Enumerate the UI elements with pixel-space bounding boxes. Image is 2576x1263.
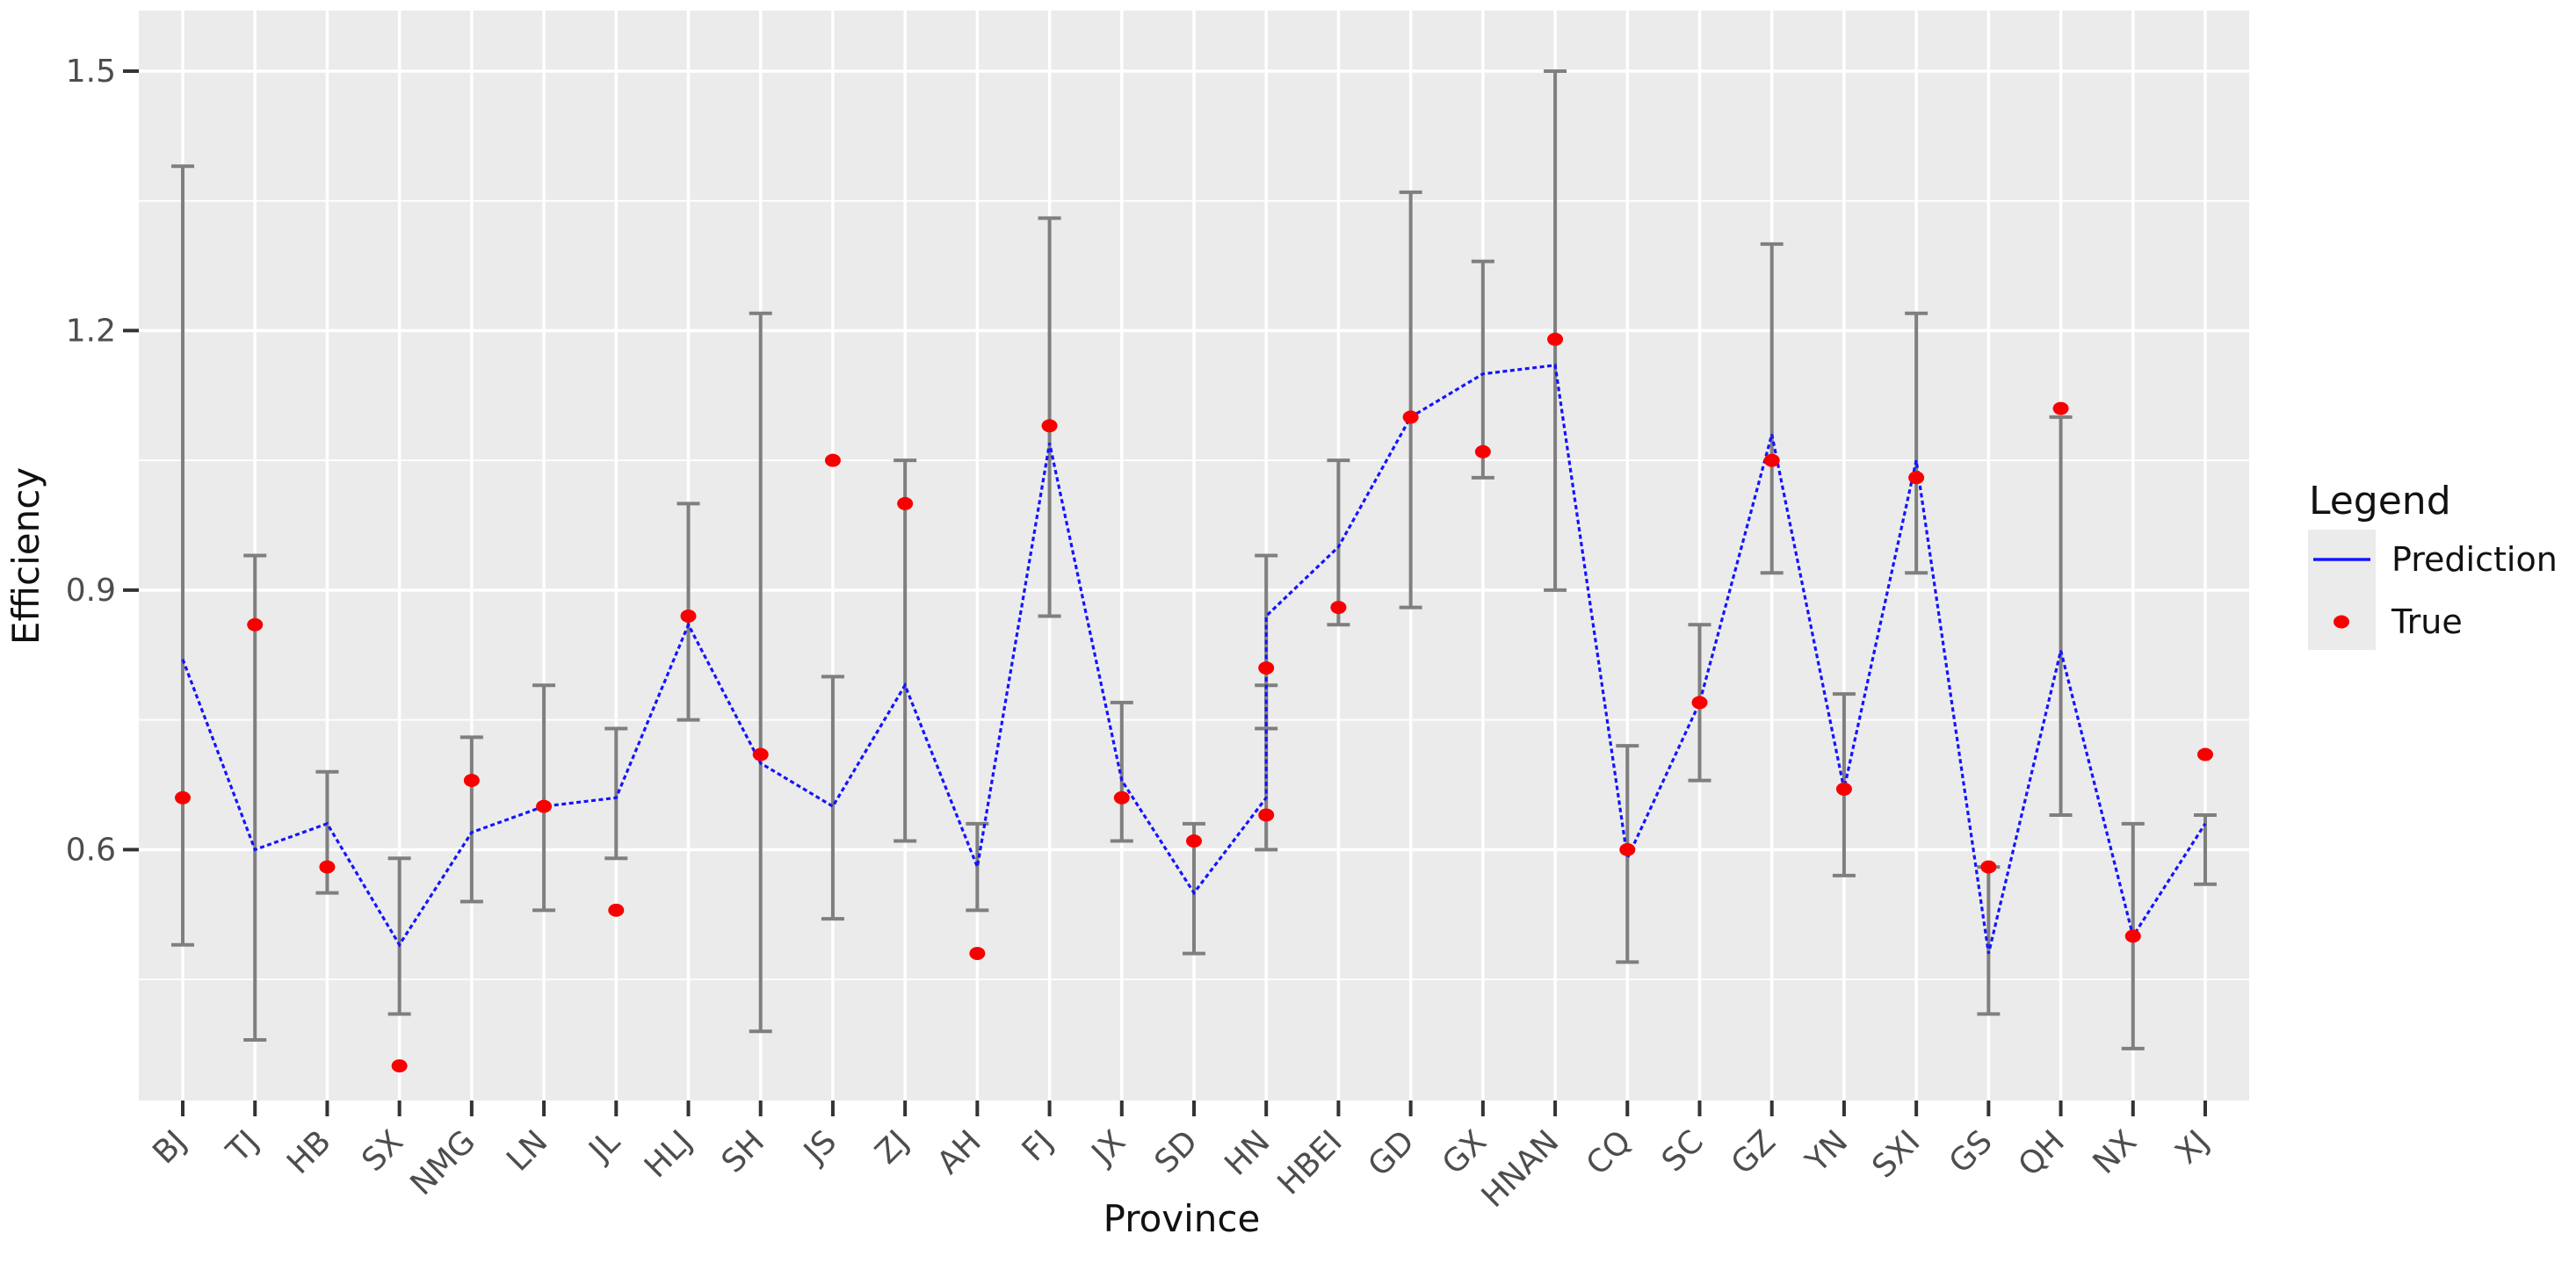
legend-item-true: True xyxy=(2391,603,2463,641)
x-tick-label: LN xyxy=(500,1123,554,1178)
true-dot xyxy=(969,947,986,961)
true-dot xyxy=(391,1059,408,1073)
x-tick-label: BJ xyxy=(146,1123,193,1171)
true-dot xyxy=(1980,860,1997,874)
x-tick-label: HNAN xyxy=(1475,1123,1567,1215)
x-tick-label: SX xyxy=(355,1123,410,1179)
true-dot xyxy=(319,860,336,874)
true-dot xyxy=(1258,808,1275,822)
x-tick-label: NX xyxy=(2087,1123,2144,1180)
x-tick-label: HLJ xyxy=(638,1123,699,1185)
legend: Legend Prediction True xyxy=(2308,479,2558,650)
y-tick-label: 1.2 xyxy=(66,313,116,349)
true-dot xyxy=(752,747,769,761)
legend-item-prediction: Prediction xyxy=(2391,540,2558,579)
true-dot xyxy=(1908,471,1925,485)
x-tick-label: XJ xyxy=(2168,1123,2216,1171)
true-dot xyxy=(1835,782,1852,796)
true-dot xyxy=(2197,747,2213,761)
x-tick-label: GS xyxy=(1943,1123,2000,1180)
true-dot xyxy=(175,790,191,805)
y-tick-label: 0.6 xyxy=(66,832,116,868)
x-tick-label: HBEI xyxy=(1271,1123,1350,1202)
true-dot xyxy=(463,774,480,788)
y-axis-title: Efficiency xyxy=(4,467,47,645)
true-dot xyxy=(1113,790,1130,805)
x-tick-label: GZ xyxy=(1725,1123,1783,1181)
x-tick-label: SXI xyxy=(1865,1123,1927,1185)
y-axis: 0.6 0.9 1.2 1.5 xyxy=(66,54,139,868)
x-tick-label: SC xyxy=(1655,1123,1711,1179)
true-dot xyxy=(608,903,625,917)
x-tick-label: JS xyxy=(796,1123,843,1171)
y-tick-label: 1.5 xyxy=(66,54,116,90)
true-dot-swatch-icon xyxy=(2334,615,2349,629)
prediction-line xyxy=(181,364,2207,954)
x-axis-title: Province xyxy=(1103,1197,1261,1240)
true-dot xyxy=(1186,834,1202,848)
x-tick-label: SD xyxy=(1148,1123,1205,1180)
x-tick-label: HN xyxy=(1218,1123,1277,1182)
true-dot xyxy=(2052,401,2069,415)
true-dot xyxy=(1041,419,1058,433)
x-tick-label: HB xyxy=(280,1123,338,1181)
legend-title: Legend xyxy=(2309,479,2451,523)
true-dot xyxy=(1474,444,1491,458)
true-dot xyxy=(1258,661,1275,675)
x-tick-label: ZJ xyxy=(869,1123,916,1171)
x-tick-label: YN xyxy=(1798,1123,1855,1180)
true-dot xyxy=(1763,453,1780,467)
true-dot xyxy=(680,609,697,623)
true-dot xyxy=(1691,696,1708,710)
x-tick-label: JX xyxy=(1084,1123,1132,1172)
legend-key-box xyxy=(2308,530,2376,650)
x-tick-label: CQ xyxy=(1580,1123,1639,1182)
true-dot xyxy=(897,496,914,510)
true-dot xyxy=(1402,410,1419,424)
true-dot xyxy=(1330,601,1347,615)
true-dot xyxy=(536,799,553,813)
prediction-polyline xyxy=(181,364,2207,954)
x-tick-label: SH xyxy=(715,1123,771,1180)
x-tick-label: GX xyxy=(1436,1123,1494,1181)
true-points xyxy=(175,332,2213,1073)
x-tick-label: QH xyxy=(2012,1123,2072,1183)
x-tick-label: TJ xyxy=(220,1123,266,1170)
x-tick-label: AH xyxy=(930,1123,988,1181)
y-tick-label: 0.9 xyxy=(66,573,116,609)
true-dot xyxy=(824,453,841,467)
x-tick-label: NMG xyxy=(403,1123,482,1202)
x-tick-label: JL xyxy=(582,1123,627,1169)
true-dot xyxy=(2124,929,2141,943)
true-dot xyxy=(1547,332,1564,346)
x-tick-label: FJ xyxy=(1016,1123,1060,1168)
true-dot xyxy=(1619,842,1636,856)
true-dot xyxy=(247,617,264,632)
x-tick-label: GD xyxy=(1362,1123,1422,1183)
